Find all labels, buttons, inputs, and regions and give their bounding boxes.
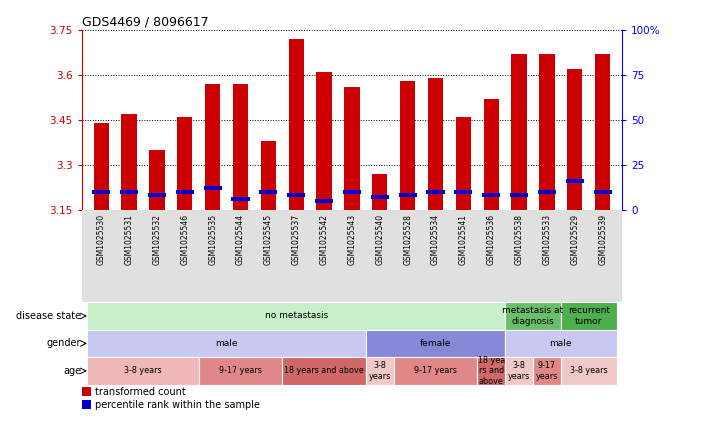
Text: GSM1025546: GSM1025546 xyxy=(181,214,189,265)
Bar xyxy=(149,150,165,210)
Bar xyxy=(566,179,584,183)
Text: GSM1025535: GSM1025535 xyxy=(208,214,217,265)
FancyBboxPatch shape xyxy=(366,330,505,357)
Text: disease state: disease state xyxy=(16,311,81,321)
Bar xyxy=(511,54,527,210)
Bar xyxy=(539,54,555,210)
Text: GSM1025545: GSM1025545 xyxy=(264,214,273,265)
FancyBboxPatch shape xyxy=(87,330,366,357)
FancyBboxPatch shape xyxy=(366,357,394,385)
Text: GSM1025539: GSM1025539 xyxy=(598,214,607,265)
FancyBboxPatch shape xyxy=(533,357,561,385)
FancyBboxPatch shape xyxy=(394,357,477,385)
Bar xyxy=(428,78,443,210)
Bar xyxy=(232,197,250,201)
Text: GDS4469 / 8096617: GDS4469 / 8096617 xyxy=(82,16,208,28)
Bar xyxy=(399,193,417,197)
Text: 3-8
years: 3-8 years xyxy=(369,361,391,381)
FancyBboxPatch shape xyxy=(87,357,199,385)
Text: male: male xyxy=(215,339,238,348)
Bar xyxy=(567,69,582,210)
Text: GSM1025536: GSM1025536 xyxy=(487,214,496,265)
Text: 18 yea
rs and
above: 18 yea rs and above xyxy=(478,356,505,386)
Text: GSM1025537: GSM1025537 xyxy=(292,214,301,265)
Bar xyxy=(82,400,92,409)
Bar xyxy=(510,193,528,197)
Text: GSM1025528: GSM1025528 xyxy=(403,214,412,265)
Text: GSM1025544: GSM1025544 xyxy=(236,214,245,265)
Text: GSM1025532: GSM1025532 xyxy=(152,214,161,265)
FancyBboxPatch shape xyxy=(561,357,616,385)
Text: GSM1025543: GSM1025543 xyxy=(348,214,356,265)
Bar xyxy=(82,387,92,396)
Text: recurrent
tumor: recurrent tumor xyxy=(567,306,610,326)
Text: female: female xyxy=(419,339,451,348)
Bar xyxy=(372,174,387,210)
Text: 9-17
years: 9-17 years xyxy=(536,361,558,381)
FancyBboxPatch shape xyxy=(87,302,505,330)
Text: GSM1025531: GSM1025531 xyxy=(124,214,134,265)
Bar xyxy=(483,99,499,210)
Text: no metastasis: no metastasis xyxy=(264,311,328,321)
FancyBboxPatch shape xyxy=(199,357,282,385)
Bar xyxy=(176,190,194,194)
Text: age: age xyxy=(63,366,81,376)
Bar xyxy=(287,193,305,197)
Bar xyxy=(120,190,138,194)
Bar xyxy=(122,114,137,210)
Bar xyxy=(370,195,389,199)
FancyBboxPatch shape xyxy=(477,357,505,385)
Bar xyxy=(482,193,501,197)
Text: transformed count: transformed count xyxy=(95,387,186,397)
Text: 3-8 years: 3-8 years xyxy=(124,366,162,375)
Text: GSM1025538: GSM1025538 xyxy=(515,214,523,265)
FancyBboxPatch shape xyxy=(505,357,533,385)
FancyBboxPatch shape xyxy=(282,357,366,385)
Text: GSM1025530: GSM1025530 xyxy=(97,214,106,265)
FancyBboxPatch shape xyxy=(505,330,616,357)
FancyBboxPatch shape xyxy=(561,302,616,330)
FancyBboxPatch shape xyxy=(505,302,561,330)
Bar xyxy=(343,190,361,194)
Bar xyxy=(595,54,610,210)
Bar xyxy=(260,190,277,194)
Bar xyxy=(177,117,193,210)
Text: GSM1025540: GSM1025540 xyxy=(375,214,385,265)
Text: GSM1025541: GSM1025541 xyxy=(459,214,468,265)
Bar xyxy=(538,190,556,194)
Bar xyxy=(92,190,110,194)
Text: 3-8
years: 3-8 years xyxy=(508,361,530,381)
Text: male: male xyxy=(550,339,572,348)
Text: 3-8 years: 3-8 years xyxy=(570,366,607,375)
Text: metastasis at
diagnosis: metastasis at diagnosis xyxy=(503,306,564,326)
Text: 9-17 years: 9-17 years xyxy=(219,366,262,375)
Bar xyxy=(289,38,304,210)
Text: GSM1025529: GSM1025529 xyxy=(570,214,579,265)
Text: gender: gender xyxy=(47,338,81,349)
Bar xyxy=(261,140,276,210)
Text: percentile rank within the sample: percentile rank within the sample xyxy=(95,400,260,409)
Bar xyxy=(594,190,611,194)
Bar xyxy=(456,117,471,210)
Bar xyxy=(233,84,248,210)
Text: GSM1025533: GSM1025533 xyxy=(542,214,552,265)
Bar xyxy=(454,190,472,194)
Bar xyxy=(205,84,220,210)
Bar xyxy=(315,199,333,203)
Bar xyxy=(427,190,444,194)
Bar xyxy=(203,186,222,190)
Bar xyxy=(400,81,415,210)
Bar xyxy=(316,71,332,210)
Text: GSM1025542: GSM1025542 xyxy=(319,214,328,265)
Text: GSM1025534: GSM1025534 xyxy=(431,214,440,265)
Bar xyxy=(94,123,109,210)
Bar xyxy=(148,193,166,197)
Text: 9-17 years: 9-17 years xyxy=(414,366,457,375)
Text: 18 years and above: 18 years and above xyxy=(284,366,364,375)
Bar xyxy=(344,87,360,210)
